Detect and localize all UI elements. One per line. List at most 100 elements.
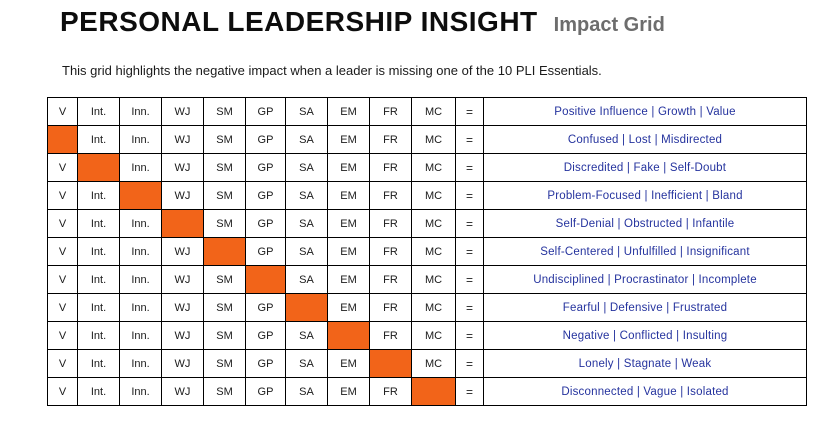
missing-essential-cell — [161, 209, 204, 238]
equals-cell: = — [455, 265, 484, 294]
grid-row: V Int. WJ SM GP SA EM FR MC = Problem-Focused | In… — [47, 181, 807, 210]
grid-row: V Int. Inn. SM GP SA EM FR MC = Self-Denial | Obst… — [47, 209, 807, 238]
impact-result-cell: Discredited | Fake | Self-Doubt — [483, 153, 807, 182]
essential-cell: Int. — [77, 265, 120, 294]
grid-row: V Int. Inn. WJ SM GP SA FR MC = Negative | Conflic… — [47, 321, 807, 350]
grid-row: V Inn. WJ SM GP SA EM FR MC = Discredited | Fake |… — [47, 153, 807, 182]
essential-cell: GP — [245, 237, 286, 266]
missing-essential-cell — [411, 377, 456, 406]
title-row: PERSONAL LEADERSHIP INSIGHT Impact Grid — [60, 6, 665, 38]
essential-cell: EM — [327, 181, 370, 210]
impact-result-cell: Self-Centered | Unfulfilled | Insignific… — [483, 237, 807, 266]
essential-cell: SA — [285, 237, 328, 266]
essential-cell: EM — [327, 265, 370, 294]
essential-cell: WJ — [161, 97, 204, 126]
essential-cell: SM — [203, 293, 246, 322]
essential-cell: FR — [369, 153, 412, 182]
grid-row: V Int. Inn. WJ GP SA EM FR MC = Self-Centered | Un… — [47, 237, 807, 266]
grid-row: V Int. Inn. WJ SM SA EM FR MC = Undisciplined | Pr… — [47, 265, 807, 294]
essential-cell: GP — [245, 293, 286, 322]
page-subtitle: Impact Grid — [553, 14, 665, 36]
essential-cell: FR — [369, 237, 412, 266]
page-title: PERSONAL LEADERSHIP INSIGHT — [60, 6, 538, 37]
essential-cell: MC — [411, 125, 456, 154]
missing-essential-cell — [119, 181, 162, 210]
essential-cell: SA — [285, 153, 328, 182]
essential-cell: SM — [203, 209, 246, 238]
essential-cell: V — [47, 293, 78, 322]
essential-cell: Inn. — [119, 125, 162, 154]
essential-cell: MC — [411, 293, 456, 322]
equals-cell: = — [455, 209, 484, 238]
essential-cell: V — [47, 97, 78, 126]
essential-cell: WJ — [161, 321, 204, 350]
essential-cell: FR — [369, 265, 412, 294]
missing-essential-cell — [203, 237, 246, 266]
essential-cell: Int. — [77, 349, 120, 378]
essential-cell: SM — [203, 265, 246, 294]
equals-cell: = — [455, 377, 484, 406]
essential-cell: Int. — [77, 321, 120, 350]
essential-cell: FR — [369, 125, 412, 154]
essential-cell: GP — [245, 209, 286, 238]
essential-cell: WJ — [161, 377, 204, 406]
essential-cell: MC — [411, 265, 456, 294]
essential-cell: GP — [245, 321, 286, 350]
essential-cell: V — [47, 181, 78, 210]
essential-cell: Int. — [77, 97, 120, 126]
grid-row: V Int. Inn. WJ SM GP SA EM FR = Disconnected | Vag… — [47, 377, 807, 406]
grid-row: V Int. Inn. WJ SM GP SA EM MC = Lonely | Stagnate … — [47, 349, 807, 378]
essential-cell: SM — [203, 349, 246, 378]
essential-cell: EM — [327, 153, 370, 182]
essential-cell: MC — [411, 181, 456, 210]
essential-cell: WJ — [161, 153, 204, 182]
essential-cell: WJ — [161, 237, 204, 266]
grid-row: V Int. Inn. WJ SM GP SA EM FR MC = Positive Influen… — [47, 97, 807, 126]
essential-cell: Inn. — [119, 209, 162, 238]
essential-cell: WJ — [161, 181, 204, 210]
essential-cell: GP — [245, 97, 286, 126]
essential-cell: FR — [369, 181, 412, 210]
essential-cell: SA — [285, 209, 328, 238]
impact-result-cell: Self-Denial | Obstructed | Infantile — [483, 209, 807, 238]
essential-cell: MC — [411, 97, 456, 126]
essential-cell: V — [47, 209, 78, 238]
essential-cell: V — [47, 377, 78, 406]
essential-cell: WJ — [161, 293, 204, 322]
essential-cell: SA — [285, 97, 328, 126]
essential-cell: GP — [245, 349, 286, 378]
equals-cell: = — [455, 125, 484, 154]
essential-cell: SA — [285, 125, 328, 154]
essential-cell: MC — [411, 321, 456, 350]
essential-cell: GP — [245, 153, 286, 182]
essential-cell: EM — [327, 377, 370, 406]
essential-cell: V — [47, 153, 78, 182]
essential-cell: FR — [369, 209, 412, 238]
essential-cell: V — [47, 265, 78, 294]
impact-result-cell: Disconnected | Vague | Isolated — [483, 377, 807, 406]
essential-cell: EM — [327, 97, 370, 126]
impact-result-cell: Positive Influence | Growth | Value — [483, 97, 807, 126]
missing-essential-cell — [369, 349, 412, 378]
essential-cell: SA — [285, 181, 328, 210]
essential-cell: Inn. — [119, 377, 162, 406]
essential-cell: Inn. — [119, 349, 162, 378]
essential-cell: EM — [327, 349, 370, 378]
essential-cell: WJ — [161, 265, 204, 294]
equals-cell: = — [455, 153, 484, 182]
essential-cell: EM — [327, 125, 370, 154]
essential-cell: Inn. — [119, 237, 162, 266]
impact-grid-table: V Int. Inn. WJ SM GP SA EM FR MC = Positive Influen… — [47, 97, 807, 406]
essential-cell: Inn. — [119, 97, 162, 126]
essential-cell: FR — [369, 293, 412, 322]
essential-cell: SA — [285, 349, 328, 378]
impact-result-cell: Lonely | Stagnate | Weak — [483, 349, 807, 378]
equals-cell: = — [455, 349, 484, 378]
essential-cell: Inn. — [119, 293, 162, 322]
impact-grid-body: V Int. Inn. WJ SM GP SA EM FR MC = Positive Influen… — [47, 97, 807, 406]
essential-cell: SM — [203, 97, 246, 126]
essential-cell: Int. — [77, 125, 120, 154]
essential-cell: SA — [285, 321, 328, 350]
equals-cell: = — [455, 97, 484, 126]
grid-row: Int. Inn. WJ SM GP SA EM FR MC = Confused | Lost |… — [47, 125, 807, 154]
